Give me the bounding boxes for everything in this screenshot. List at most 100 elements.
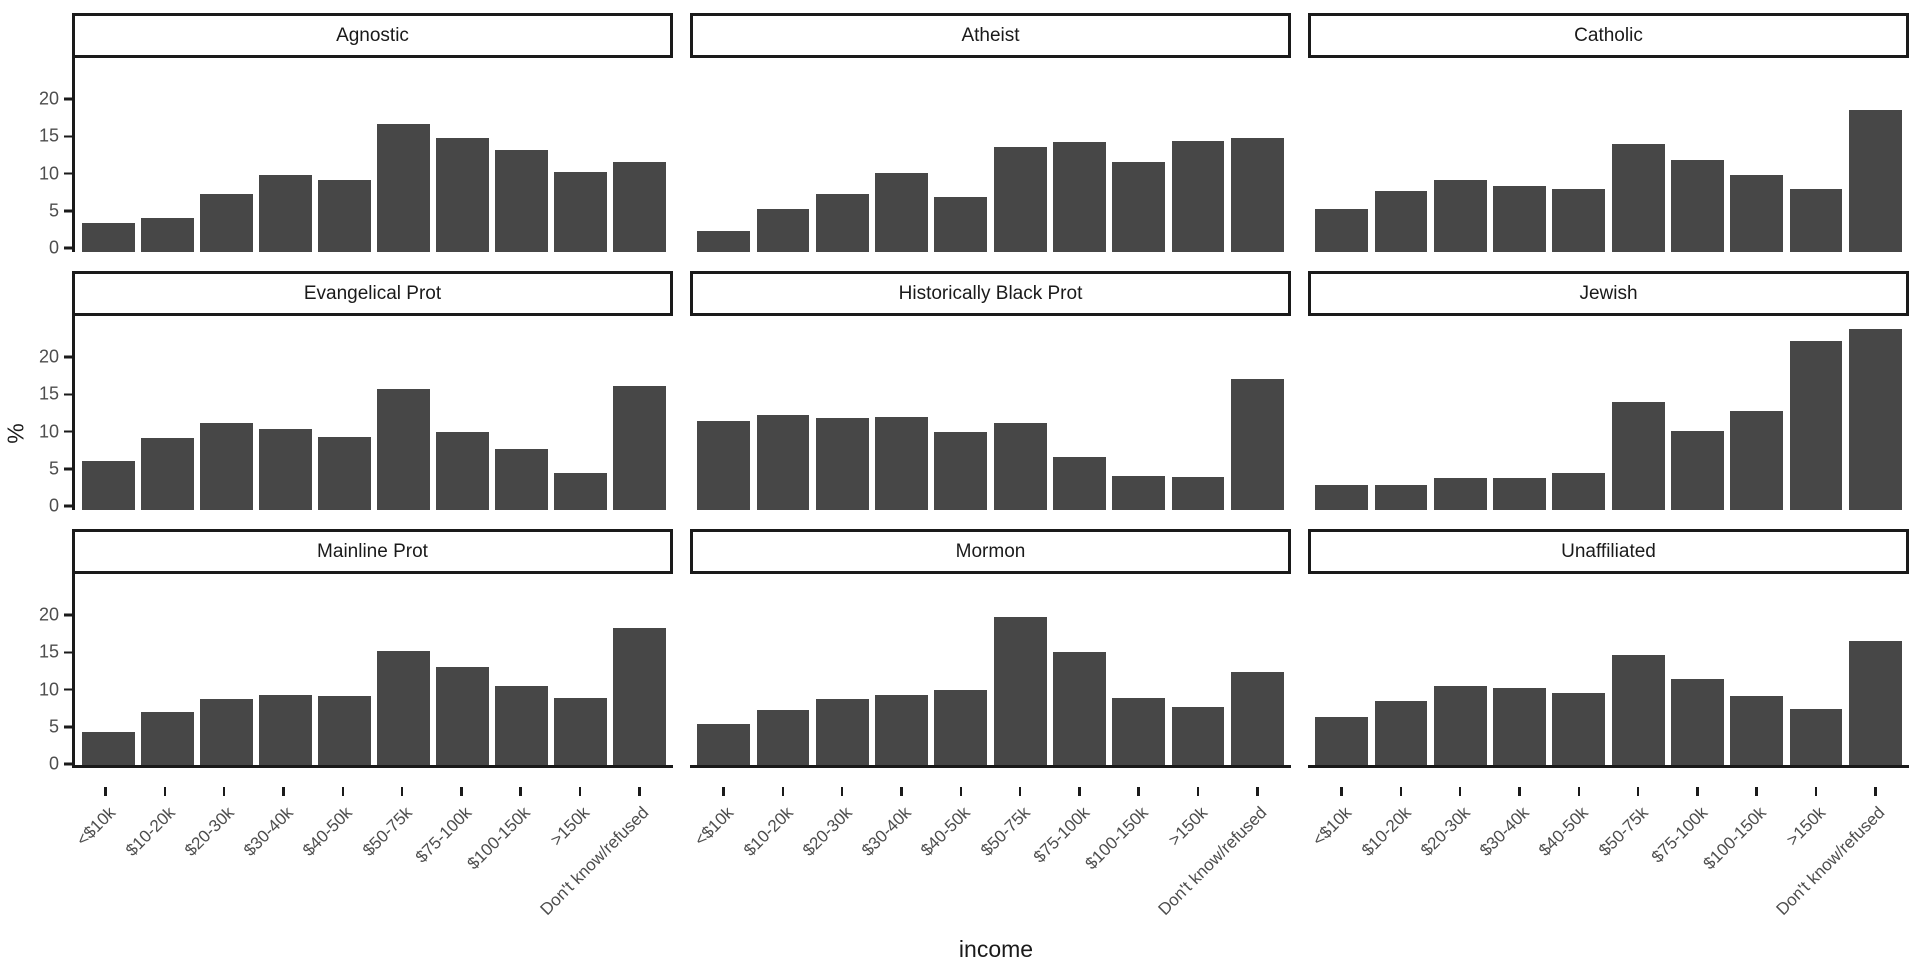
bar-slot (1786, 189, 1845, 252)
x-tick-slot (813, 787, 872, 796)
y-tick-mark (64, 430, 72, 433)
bar-slot (990, 617, 1049, 765)
bar-evangelical-prot-10-20k (141, 437, 194, 510)
bar-historically-black-prot-don-t-know-refused (1230, 379, 1284, 510)
x-tick-slot (432, 787, 491, 796)
bar-atheist-30-40k (875, 172, 928, 252)
x-tick-label-10k: <$10k (72, 803, 120, 850)
y-tick-mark (64, 467, 72, 470)
y-tick: 0 (35, 238, 72, 259)
bar-slot (1371, 190, 1430, 252)
x-tick-slot (1109, 787, 1168, 796)
facet-row-3: Mainline Prot Mormon Unaffiliated 0 5 10 15 20 (0, 529, 1920, 774)
bar-slot (931, 689, 990, 765)
bar-slot (1109, 698, 1168, 765)
bar-mainline-prot-30-40k (259, 695, 312, 765)
strip-spacer (0, 13, 72, 58)
bar-atheist-20-30k (815, 194, 869, 252)
bar-unaffiliated-10-20k (1374, 700, 1428, 765)
bar-slot (492, 685, 551, 765)
bar-evangelical-prot-40-50k (318, 436, 371, 510)
bar-slot (1727, 410, 1786, 510)
bar-slot (1549, 473, 1608, 510)
bar-slot (1608, 655, 1667, 765)
x-tick-mark (722, 787, 725, 796)
bar-agnostic-150k (554, 172, 607, 252)
bar-historically-black-prot-10-20k (756, 415, 810, 510)
bar-slot (872, 417, 931, 510)
x-tick-label-40-50k: $40-50k (917, 803, 975, 860)
bar-slot (492, 149, 551, 252)
bar-slot (990, 146, 1049, 252)
bar-evangelical-prot-20-30k (200, 422, 253, 510)
bar-mormon-100-150k (1112, 698, 1166, 765)
bar-jewish-50-75k (1611, 402, 1665, 510)
x-tick-slot (1668, 787, 1727, 796)
x-tick-label-don-t-know-refused: Don't know/refused (536, 803, 653, 919)
bar-slot (1312, 485, 1371, 510)
bar-jewish-40-50k (1552, 473, 1606, 510)
bar-agnostic-10-20k (141, 217, 194, 252)
bar-jewish-75-100k (1671, 430, 1724, 510)
x-tick-label-150k: >150k (1164, 803, 1212, 850)
x-tick-mark (1340, 787, 1343, 796)
bar-mainline-prot-10-20k (141, 711, 194, 765)
x-tick-label-20-30k: $20-30k (180, 803, 238, 860)
bar-atheist-150k (1171, 140, 1225, 252)
bar-catholic-100-150k (1730, 175, 1784, 252)
bar-atheist-10-20k (756, 209, 810, 252)
bar-agnostic-40-50k (318, 179, 371, 252)
x-tick-mark (578, 787, 582, 796)
bar-catholic-10k (1315, 209, 1369, 252)
bar-atheist-10k (697, 230, 751, 252)
x-axis-col-3: <$10k $10-20k $20-30k $30-40k $40-50k $50-75k… (1308, 787, 1909, 934)
y-tick: 15 (35, 384, 72, 405)
y-tick-label: 10 (38, 163, 59, 183)
facet-strip-unaffiliated: Unaffiliated (1308, 529, 1909, 574)
facet-strip-evangelical-prot: Evangelical Prot (72, 271, 673, 316)
x-tick-slot (372, 787, 431, 796)
bar-unaffiliated-150k (1789, 708, 1843, 765)
y-tick: 10 (35, 421, 72, 442)
bar-slot (138, 217, 197, 252)
bar-slot (1727, 696, 1786, 765)
bar-unaffiliated-75-100k (1671, 679, 1724, 765)
y-tick: 20 (35, 605, 72, 626)
bar-slot (1431, 180, 1490, 252)
x-tick-label-40-50k: $40-50k (1535, 803, 1593, 860)
y-tick-mark (64, 97, 72, 101)
y-tick-label: 10 (38, 421, 59, 441)
bar-slot (610, 161, 669, 252)
facet-panel-catholic (1308, 58, 1909, 252)
bar-unaffiliated-50-75k (1611, 655, 1665, 765)
y-tick-label: 0 (48, 495, 59, 516)
y-tick: 5 (35, 200, 72, 221)
bar-slot (694, 723, 753, 765)
bar-slot (694, 230, 753, 252)
x-axis-row: <$10k $10-20k $20-30k $30-40k $40-50k $50-75k… (0, 787, 1920, 934)
bar-slot (1050, 456, 1109, 510)
bar-unaffiliated-don-t-know-refused (1848, 641, 1902, 765)
y-tick: 15 (35, 642, 72, 663)
x-tick-mark (1196, 787, 1200, 796)
bar-mainline-prot-40-50k (318, 696, 371, 765)
bar-slot (1228, 672, 1287, 765)
x-tick-label-20-30k: $20-30k (798, 803, 856, 860)
x-tick-slot (1168, 787, 1227, 796)
x-tick-label-20-30k: $20-30k (1416, 803, 1474, 860)
bar-slot (138, 437, 197, 510)
facet-strip-label: Unaffiliated (1561, 540, 1656, 562)
x-tick-mark (341, 787, 345, 796)
bar-slot (990, 422, 1049, 510)
bar-slot (374, 389, 433, 510)
y-tick-label: 15 (38, 383, 59, 404)
bar-slot (872, 695, 931, 765)
bar-slot (610, 386, 669, 510)
x-tick-slot (872, 787, 931, 796)
bar-agnostic-10k (82, 223, 135, 252)
bar-jewish-30-40k (1493, 478, 1546, 510)
y-tick-label: 5 (48, 458, 59, 479)
facet-panel-unaffiliated (1308, 574, 1909, 768)
bar-mormon-don-t-know-refused (1230, 672, 1284, 765)
bar-evangelical-prot-10k (82, 460, 135, 510)
